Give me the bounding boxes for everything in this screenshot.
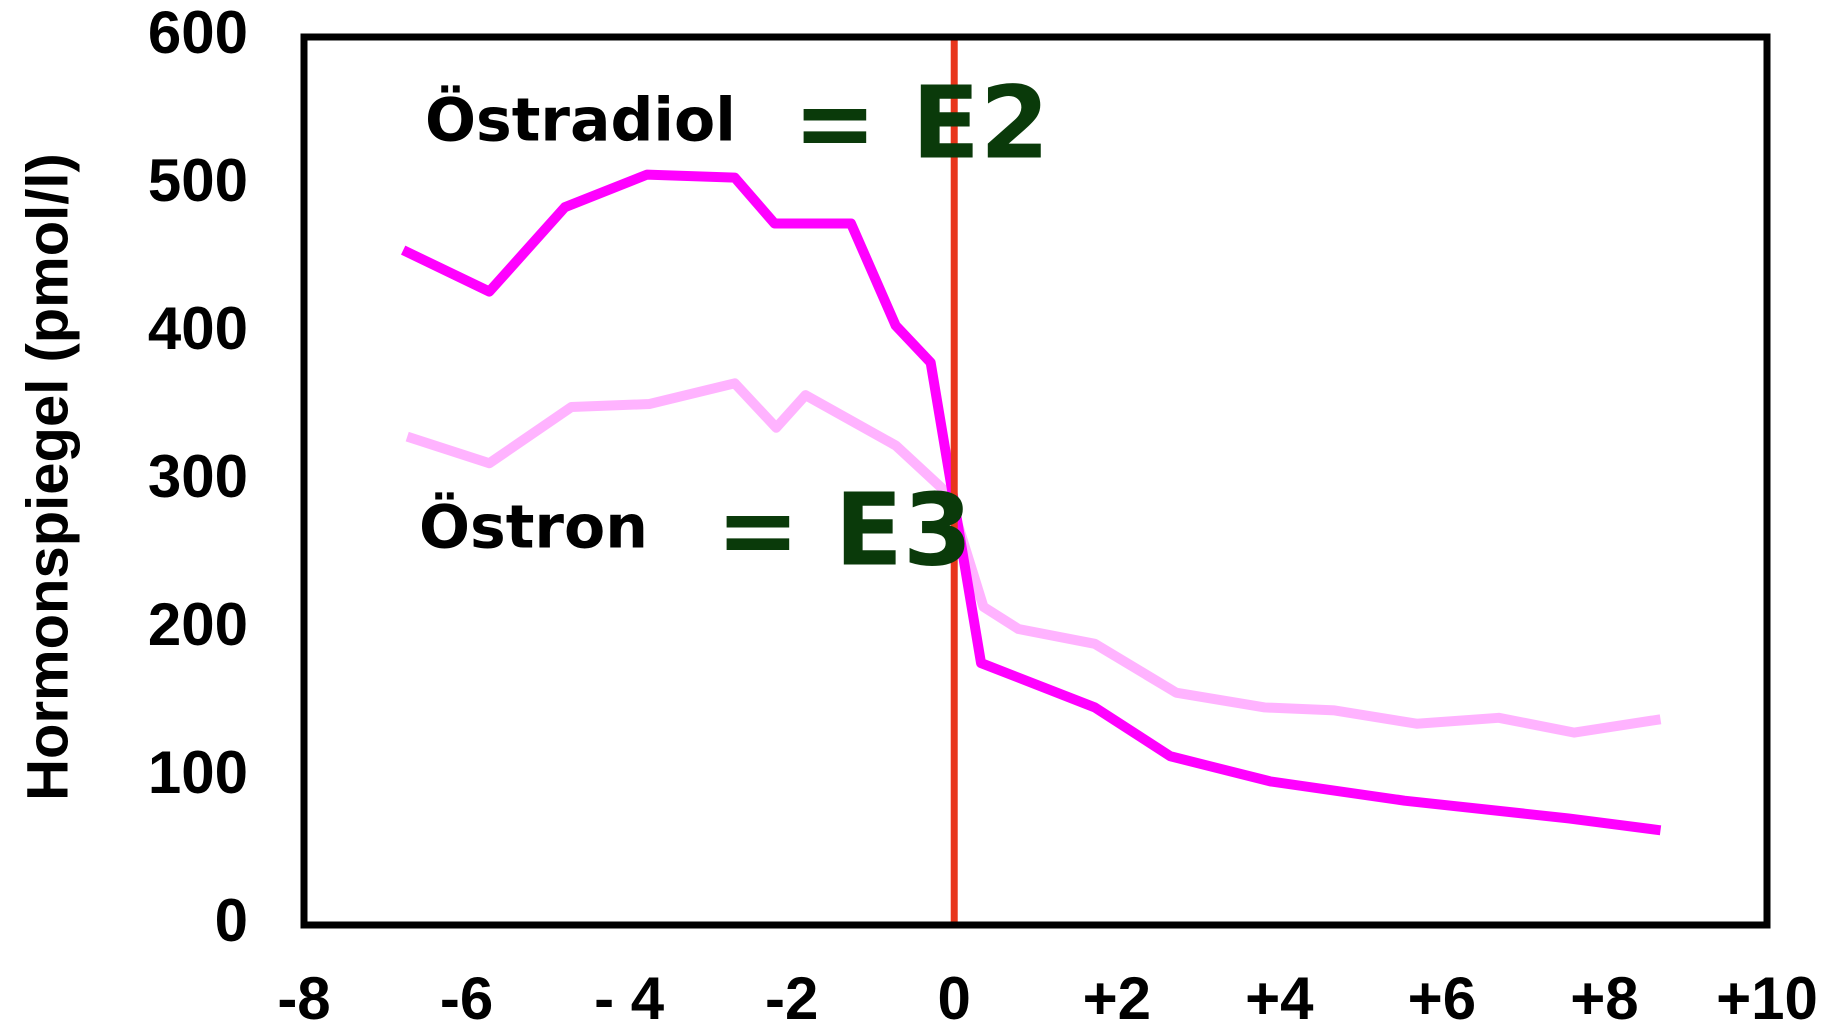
y-tick-label: 500 [148, 147, 248, 214]
series-annotation: = E3 [716, 471, 973, 588]
series-label: Östradiol [425, 85, 736, 156]
x-tick-label: +4 [1245, 965, 1314, 1032]
x-tick-label: +8 [1570, 965, 1638, 1032]
series-annotation: = E2 [793, 64, 1050, 181]
x-tick-label: +2 [1083, 965, 1151, 1032]
plot-frame [300, 33, 1771, 929]
y-tick-label: 600 [148, 0, 248, 66]
x-tick-label: +6 [1408, 965, 1476, 1032]
y-tick-label: 400 [148, 295, 248, 362]
series-label: Östron [419, 492, 648, 563]
x-tick-label: -6 [440, 965, 493, 1032]
x-tick-label: -2 [765, 965, 818, 1032]
series-line [405, 378, 1662, 738]
x-tick-label: - 4 [594, 965, 665, 1032]
series-line [400, 169, 1662, 836]
x-tick-label: 0 [938, 965, 971, 1032]
y-tick-label: 200 [148, 591, 248, 658]
x-tick-label: +10 [1716, 965, 1818, 1032]
y-tick-label: 0 [215, 887, 248, 954]
y-axis-title: Hormonspiegel (pmol/l) [15, 153, 80, 801]
y-tick-label: 100 [148, 739, 248, 806]
x-tick-label: -8 [277, 965, 330, 1032]
y-tick-label: 300 [148, 443, 248, 510]
